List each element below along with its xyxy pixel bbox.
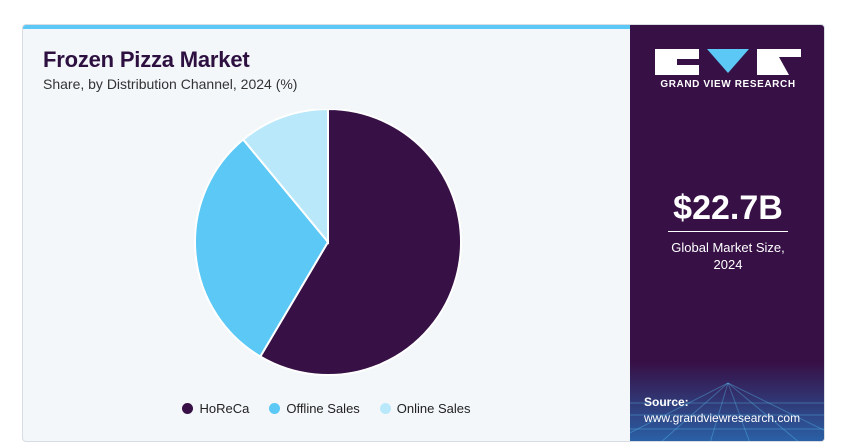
market-size-value: $22.7B	[673, 189, 783, 227]
pie-slice-horeca	[258, 109, 462, 376]
legend-item-offline-sales: Offline Sales	[269, 401, 360, 416]
info-panel: GRAND VIEW RESEARCH $22.7B Global Market…	[630, 25, 824, 441]
chart-title: Frozen Pizza Market	[43, 47, 250, 72]
market-size-label: Global Market Size, 2024	[630, 239, 824, 273]
legend-label: Offline Sales	[286, 401, 360, 416]
source-background-pattern	[630, 363, 824, 441]
source-label: Source:	[644, 395, 689, 409]
divider	[668, 231, 788, 232]
pie-chart	[194, 109, 462, 376]
brand-name: GRAND VIEW RESEARCH	[660, 79, 796, 90]
source-url[interactable]: www.grandviewresearch.com	[644, 411, 801, 425]
chart-panel: Frozen Pizza Market Share, by Distributi…	[23, 25, 630, 441]
pie-slice-online-sales	[241, 109, 329, 245]
pie-slice-offline-sales	[194, 138, 330, 358]
legend-swatch	[269, 403, 281, 414]
legend-item-horeca: HoReCa	[182, 401, 249, 416]
legend-label: HoReCa	[199, 401, 250, 416]
legend-swatch	[379, 403, 391, 414]
gvr-logo-icon	[655, 49, 801, 75]
chart-legend: HoReCa Offline Sales Online Sales	[23, 401, 630, 416]
market-size-label-line1: Global Market Size,	[671, 240, 785, 255]
infographic-card: Frozen Pizza Market Share, by Distributi…	[22, 24, 825, 442]
legend-swatch	[182, 403, 194, 414]
legend-item-online-sales: Online Sales	[379, 401, 471, 416]
accent-bar	[23, 25, 630, 29]
legend-label: Online Sales	[396, 401, 471, 416]
chart-subtitle: Share, by Distribution Channel, 2024 (%)	[43, 76, 298, 92]
market-size-label-line2: 2024	[713, 257, 743, 272]
